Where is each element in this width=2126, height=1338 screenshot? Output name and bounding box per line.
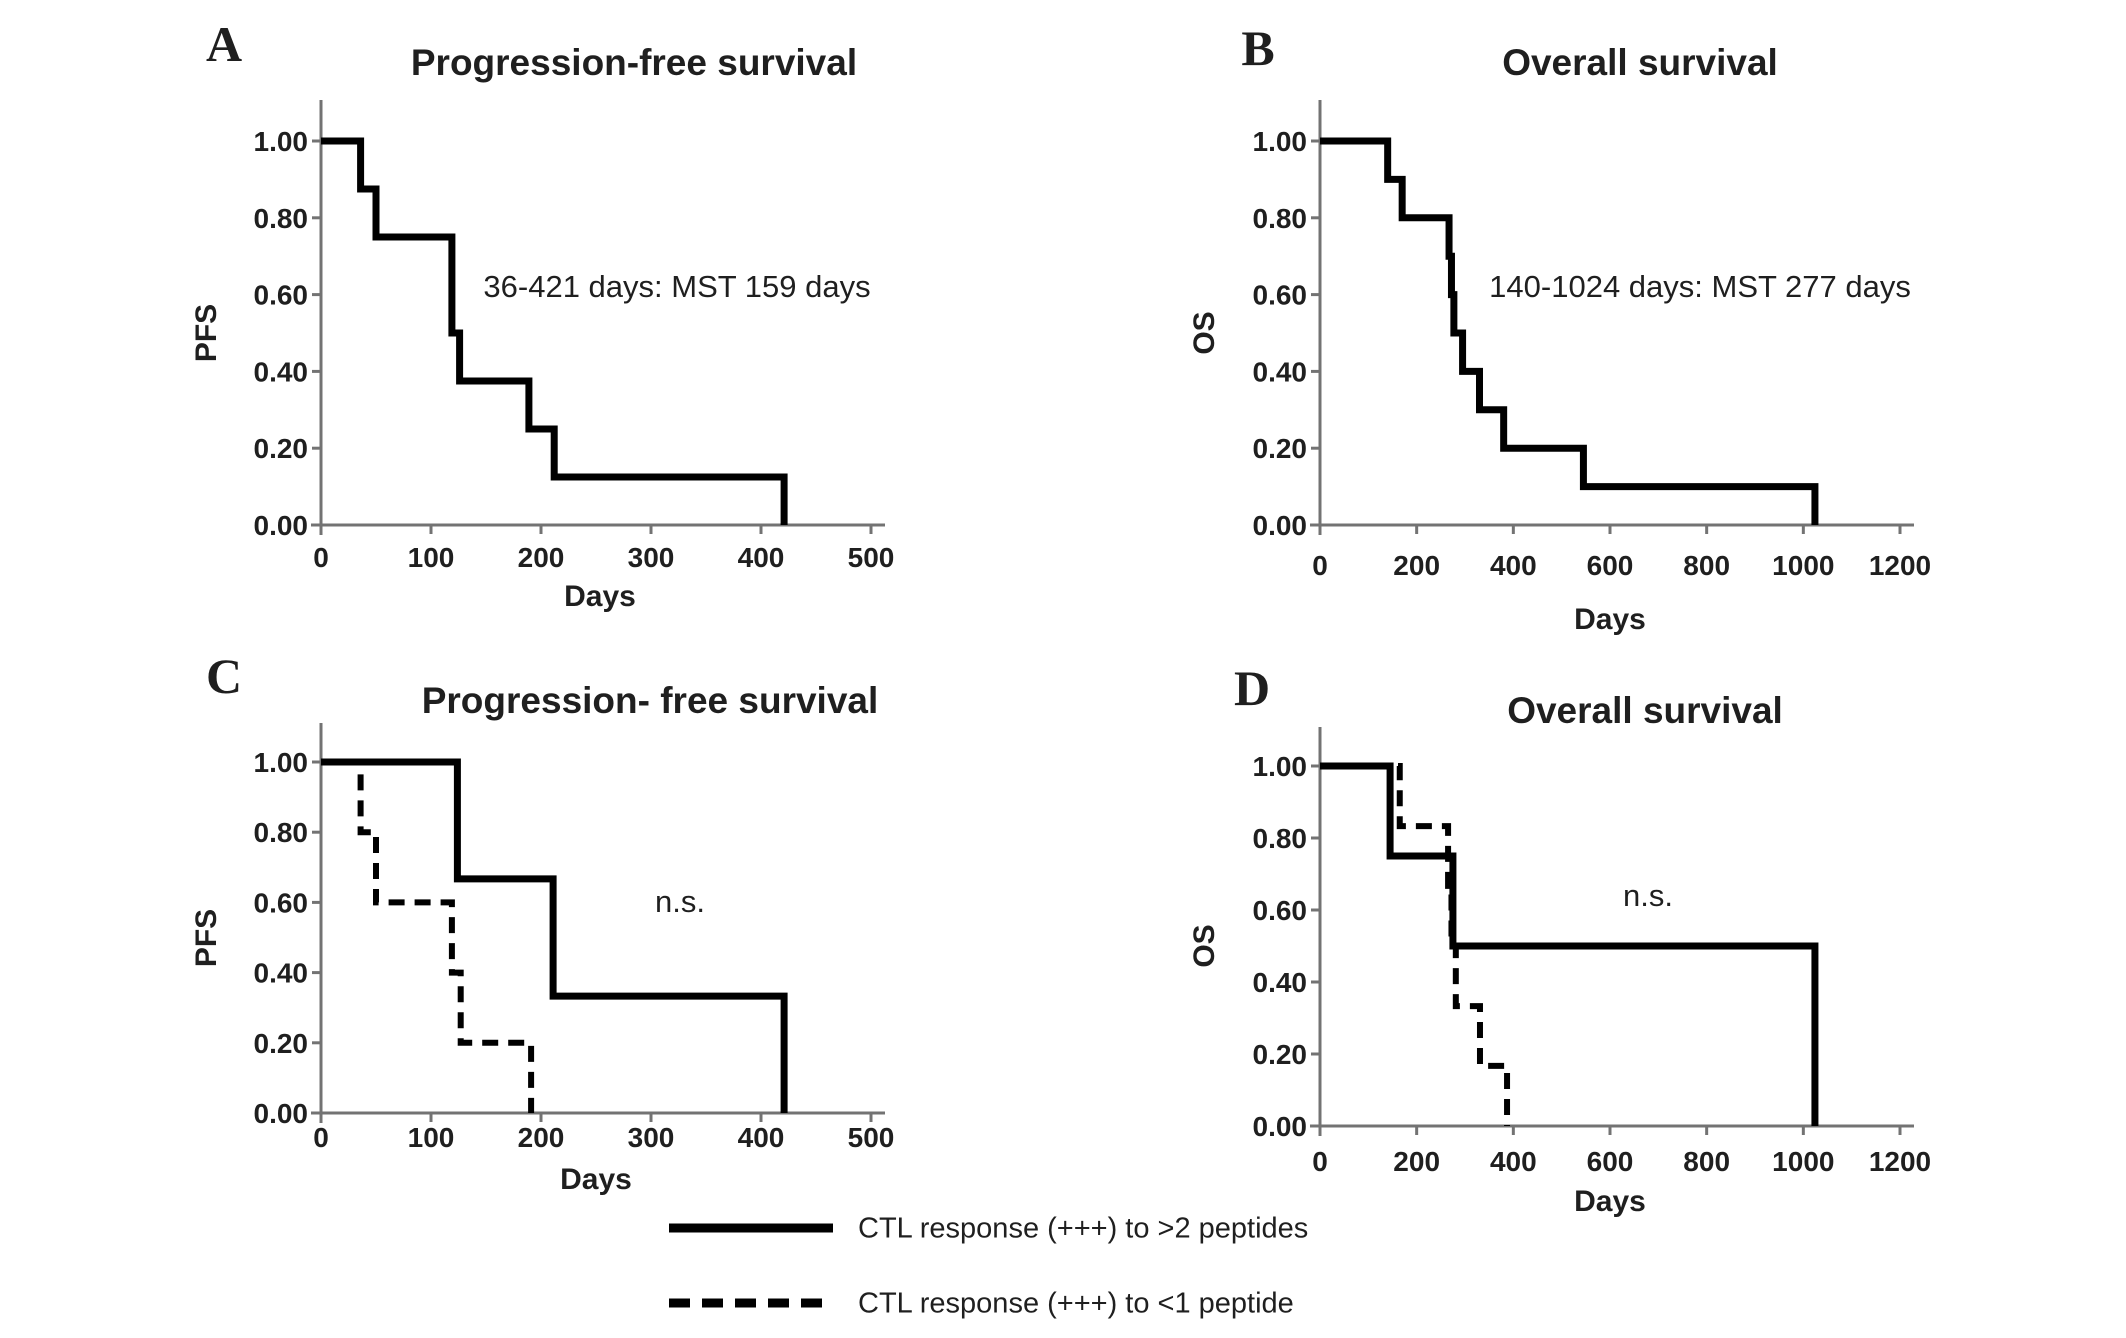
survival-curve-solid xyxy=(1320,137,1819,525)
x-tick-label: 200 xyxy=(518,542,565,573)
y-tick-label: 1.00 xyxy=(1253,751,1308,782)
y-tick-label: 0.80 xyxy=(1253,203,1308,234)
x-tick-label: 500 xyxy=(848,1122,895,1153)
survival-curve-solid xyxy=(1320,762,1819,1126)
y-tick-label: 0.80 xyxy=(254,203,309,234)
y-tick-label: 0.40 xyxy=(1253,356,1308,387)
x-tick-label: 200 xyxy=(1393,1146,1440,1177)
y-tick-label: 0.40 xyxy=(254,356,309,387)
y-tick-label: 0.20 xyxy=(254,433,309,464)
x-tick-label: 1200 xyxy=(1869,550,1931,581)
y-tick-label: 0.40 xyxy=(254,958,309,989)
y-tick-label: 0.40 xyxy=(1253,967,1308,998)
y-tick-label: 0.60 xyxy=(254,887,309,918)
y-tick-label: 0.80 xyxy=(1253,823,1308,854)
panel-b-plot: 1.00 0.80 0.60 0.40 0.20 0.000 200 400 600 800 100… xyxy=(1253,100,1931,581)
y-tick-label: 1.00 xyxy=(254,747,309,778)
x-tick-label: 0 xyxy=(313,1122,329,1153)
panel-d-xlabel: Days xyxy=(1574,1185,1646,1218)
y-tick-label: 0.80 xyxy=(254,817,309,848)
x-tick-label: 400 xyxy=(738,542,785,573)
panel-c-title: Progression- free survival xyxy=(421,680,879,721)
x-tick-label: 500 xyxy=(848,542,895,573)
x-tick-label: 800 xyxy=(1683,1146,1730,1177)
y-tick-label: 0.00 xyxy=(1253,510,1308,541)
x-tick-label: 400 xyxy=(1490,1146,1537,1177)
legend-label-dashed: CTL response (+++) to <1 peptide xyxy=(858,1287,1294,1320)
panel-d-title: Overall survival xyxy=(1507,690,1783,731)
survival-curve-solid xyxy=(321,758,788,1113)
x-tick-label: 1000 xyxy=(1772,550,1834,581)
survival-curve-solid xyxy=(321,137,788,525)
panel-d-ylabel: OS xyxy=(1188,924,1221,968)
y-tick-label: 0.60 xyxy=(1253,895,1308,926)
panel-d-plot: 1.00 0.80 0.60 0.40 0.20 0.000 200 400 600 800 100… xyxy=(1253,727,1931,1177)
panel-d-annotation: n.s. xyxy=(1623,878,1673,913)
y-tick-label: 0.60 xyxy=(1253,280,1308,311)
panel-a-annotation: 36-421 days: MST 159 days xyxy=(483,269,871,304)
panel-b-title: Overall survival xyxy=(1502,42,1778,83)
x-tick-label: 100 xyxy=(408,1122,455,1153)
panel-a-plot: 1.00 0.80 0.60 0.40 0.20 0.000 100 200 300 400 500 xyxy=(254,100,895,573)
panel-letter-d: D xyxy=(1233,660,1271,716)
x-tick-label: 300 xyxy=(628,542,675,573)
panel-letter-a: A xyxy=(205,16,243,72)
x-tick-label: 0 xyxy=(1312,550,1328,581)
x-tick-label: 600 xyxy=(1587,1146,1634,1177)
x-tick-label: 800 xyxy=(1683,550,1730,581)
panel-c-xlabel: Days xyxy=(560,1163,632,1196)
x-tick-label: 0 xyxy=(313,542,329,573)
panel-a-title: Progression-free survival xyxy=(410,42,858,83)
y-tick-label: 1.00 xyxy=(254,126,309,157)
y-tick-label: 0.20 xyxy=(254,1028,309,1059)
y-tick-label: 0.00 xyxy=(1253,1111,1308,1142)
x-tick-label: 200 xyxy=(1393,550,1440,581)
y-tick-label: 0.60 xyxy=(254,280,309,311)
legend-solid-line-icon xyxy=(669,1223,833,1233)
panel-b-xlabel: Days xyxy=(1574,603,1646,636)
x-tick-label: 400 xyxy=(738,1122,785,1153)
x-tick-label: 0 xyxy=(1312,1146,1328,1177)
y-tick-label: 0.00 xyxy=(254,1098,309,1129)
x-tick-label: 300 xyxy=(628,1122,675,1153)
panel-letter-c: C xyxy=(205,648,243,704)
y-tick-label: 1.00 xyxy=(1253,126,1308,157)
x-tick-label: 1000 xyxy=(1772,1146,1834,1177)
survival-curve-dashed xyxy=(321,759,535,1113)
panel-b-annotation: 140-1024 days: MST 277 days xyxy=(1489,269,1911,304)
panel-c-annotation: n.s. xyxy=(655,884,705,919)
survival-curve-dashed xyxy=(1320,763,1511,1126)
legend-dashed-line-icon xyxy=(669,1298,833,1308)
x-tick-label: 100 xyxy=(408,542,455,573)
x-tick-label: 200 xyxy=(518,1122,565,1153)
y-tick-label: 0.20 xyxy=(1253,433,1308,464)
y-tick-label: 0.20 xyxy=(1253,1039,1308,1070)
x-tick-label: 600 xyxy=(1587,550,1634,581)
panel-c-plot: 1.00 0.80 0.60 0.40 0.20 0.000 100 200 300 400 500 xyxy=(254,723,895,1153)
x-tick-label: 400 xyxy=(1490,550,1537,581)
panel-a-ylabel: PFS xyxy=(190,303,223,363)
panel-c-ylabel: PFS xyxy=(190,908,223,968)
y-tick-label: 0.00 xyxy=(254,510,309,541)
panel-a-xlabel: Days xyxy=(564,580,636,613)
panel-letter-b: B xyxy=(1241,20,1275,76)
legend-label-solid: CTL response (+++) to >2 peptides xyxy=(858,1212,1309,1245)
x-tick-label: 1200 xyxy=(1869,1146,1931,1177)
panel-b-ylabel: OS xyxy=(1188,311,1221,355)
